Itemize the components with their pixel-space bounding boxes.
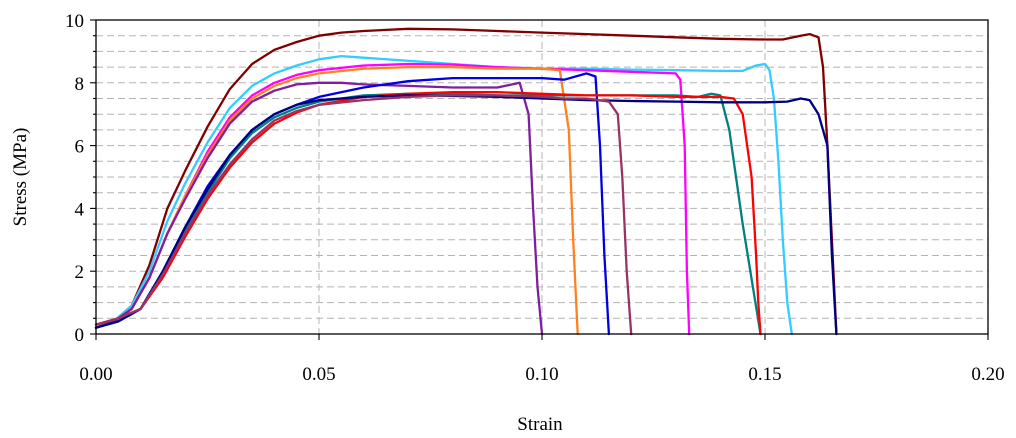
x-tick-label: 0.10	[525, 364, 558, 385]
y-tick-label: 10	[65, 11, 84, 32]
series-line-1	[94, 27, 838, 336]
series-line-8	[94, 91, 762, 336]
x-tick-label: 0.05	[302, 364, 335, 385]
tick-label-layer: 0 2 4 6 8 10 0.00 0.05 0.10 0.15 0.20	[65, 11, 1005, 385]
y-tick-label: 2	[75, 262, 85, 283]
x-tick-label: 0.20	[971, 364, 1004, 385]
y-tick-label: 8	[75, 74, 85, 95]
y-tick-label: 4	[75, 199, 85, 220]
y-tick-label: 0	[75, 325, 85, 346]
y-axis-title: Stress (MPa)	[10, 128, 31, 227]
x-tick-label: 0.15	[748, 364, 781, 385]
x-axis-title: Strain	[517, 414, 563, 435]
series-line-4	[94, 65, 579, 336]
grid-layer	[96, 20, 988, 334]
series-layer	[94, 27, 838, 336]
axis-layer	[90, 19, 989, 340]
series-line-10	[94, 94, 633, 336]
y-tick-label: 6	[75, 137, 85, 158]
series-line-9	[94, 94, 838, 336]
x-tick-label: 0.00	[79, 364, 112, 385]
